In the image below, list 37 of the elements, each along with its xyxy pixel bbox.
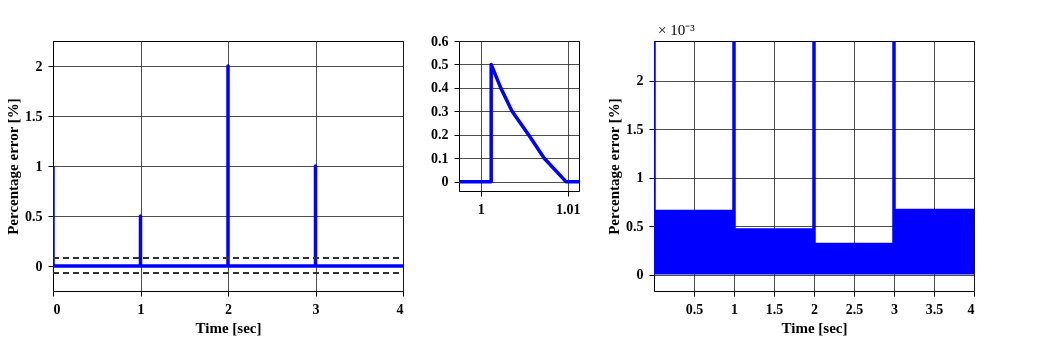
y-tick-label: 0.3	[431, 103, 449, 119]
y-axis-title: Percentage error [%]	[606, 98, 622, 235]
y-tick-label: 0.5	[431, 56, 449, 72]
y-tick-label: 1.5	[626, 121, 644, 137]
line-series	[53, 64, 403, 268]
y-tick-label: 0.5	[626, 218, 644, 234]
y-axis-title: Percentage error [%]	[5, 98, 21, 235]
x-tick-label: 2.5	[845, 301, 864, 317]
x-tick-label: 0	[53, 301, 61, 317]
x-axis-title: Time [sec]	[781, 319, 848, 336]
x-tick-label: 4	[967, 301, 975, 317]
x-tick-label: 3.5	[925, 301, 944, 317]
y-tick-label: 0.6	[431, 33, 449, 49]
y-tick-label: 2	[35, 58, 43, 74]
x-tick-label: 2	[811, 301, 818, 317]
y-tick-label: 0.1	[431, 150, 449, 166]
y-tick-label: 1	[636, 170, 644, 186]
y-tick-label: 0	[636, 267, 644, 283]
y-tick-label: 0.4	[431, 80, 449, 96]
y-tick-label: 1	[35, 158, 43, 174]
y-tick-label: 0	[441, 174, 449, 190]
x-tick-label: 3	[312, 301, 320, 317]
x-tick-label: 1.01	[555, 201, 581, 217]
x-axis-title: Time [sec]	[195, 319, 262, 336]
y-tick-label: 0.2	[431, 127, 449, 143]
text: × 10⁻³	[658, 22, 696, 38]
x-tick-label: 1	[137, 301, 145, 317]
x-tick-label: 2	[225, 301, 232, 317]
x-tick-label: 3	[891, 301, 898, 317]
line-series	[459, 62, 579, 184]
x-tick-label: 0.5	[685, 301, 704, 317]
x-tick-label: 1.5	[765, 301, 784, 317]
y-tick-label: 2	[636, 73, 644, 89]
x-tick-label: 1	[731, 301, 738, 317]
x-tick-label: 4	[396, 301, 404, 317]
y-tick-label: 1.5	[25, 108, 43, 124]
y-tick-label: 0	[35, 258, 43, 274]
